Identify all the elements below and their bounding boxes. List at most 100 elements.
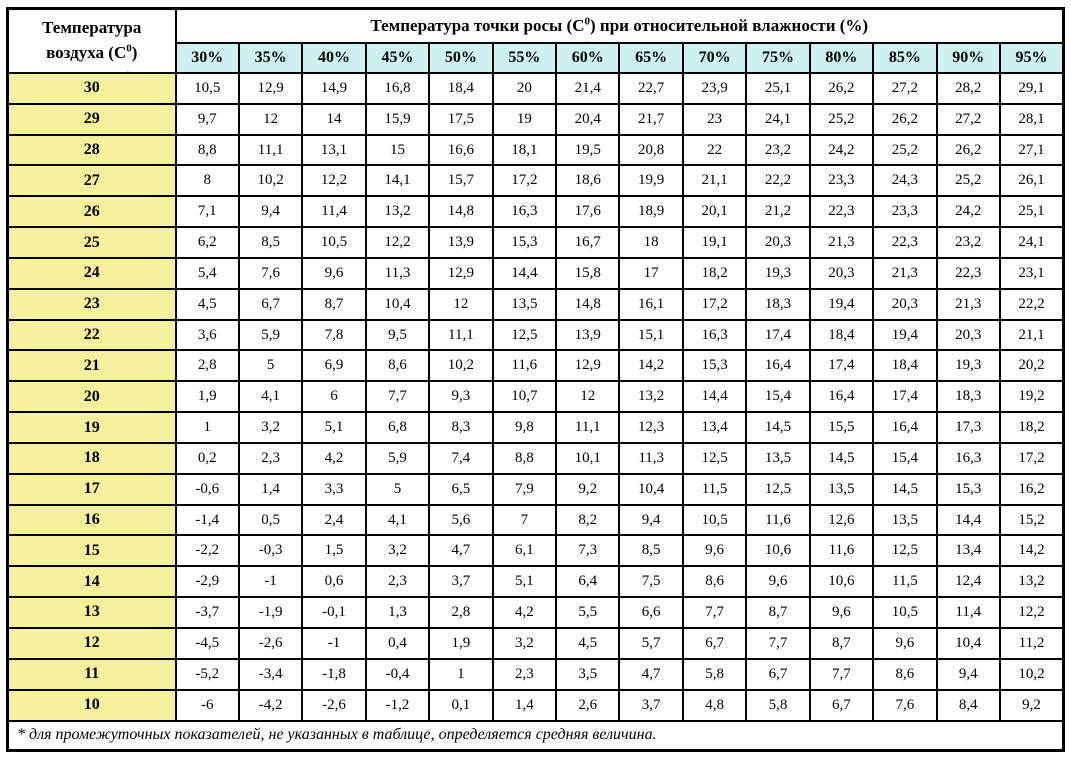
value-cell: 16,7 xyxy=(555,226,621,259)
value-cell: 9,6 xyxy=(681,534,748,568)
humidity-header-cell-95: 95% xyxy=(998,42,1065,74)
value-cell: 16,4 xyxy=(745,349,811,383)
humidity-header-cell-40: 40% xyxy=(301,42,367,74)
value-cell: 18 xyxy=(618,226,684,259)
value-cell: 6,7 xyxy=(808,688,875,722)
value-cell: 2,3 xyxy=(491,657,558,691)
value-cell: 4,8 xyxy=(681,688,748,722)
value-cell: 17,3 xyxy=(935,411,1001,444)
value-cell: 8,2 xyxy=(555,503,621,537)
value-cell: 9,6 xyxy=(301,256,367,290)
value-cell: 7,9 xyxy=(491,472,558,506)
value-cell: 25,2 xyxy=(808,102,875,136)
value-cell: 15,8 xyxy=(555,256,621,290)
value-cell: 18,6 xyxy=(555,164,621,198)
value-cell: 9,5 xyxy=(364,318,431,352)
value-cell: 7,3 xyxy=(555,534,621,568)
value-cell: 12,9 xyxy=(555,349,621,383)
value-cell: 22,7 xyxy=(618,72,684,105)
value-cell: 7,4 xyxy=(428,441,494,475)
air-temperature-header-cell: Температура воздуха (С0 ˬ) xyxy=(6,7,177,74)
value-cell: 5,4 xyxy=(174,256,240,290)
value-cell: 8,6 xyxy=(872,657,938,691)
temp-cell: 28 xyxy=(6,133,177,167)
temp-cell: 26 xyxy=(6,195,177,229)
value-cell: 23,3 xyxy=(872,195,938,229)
value-cell: 9,3 xyxy=(428,380,494,414)
value-cell: 16,3 xyxy=(491,195,558,229)
table-row-temp-16: 16 -1,4 0,5 2,4 4,1 5,6 7 8,2 9,4 10,5 11,6 12,6 13,… xyxy=(6,503,1065,537)
value-cell: 9,2 xyxy=(555,472,621,506)
humidity-header-cell-45: 45% xyxy=(364,42,431,74)
value-cell: 17,2 xyxy=(681,287,748,321)
value-cell: 14,8 xyxy=(428,195,494,229)
humidity-header-cell-70: 70% xyxy=(681,42,748,74)
value-cell: 11,6 xyxy=(491,349,558,383)
value-cell: 13,2 xyxy=(998,565,1065,599)
temp-cell: 24 xyxy=(6,256,177,290)
value-cell: -0,3 xyxy=(237,534,304,568)
value-cell: 27,2 xyxy=(872,72,938,105)
value-cell: 11,3 xyxy=(364,256,431,290)
value-cell: 11,6 xyxy=(745,503,811,537)
value-cell: 9,8 xyxy=(491,411,558,444)
value-cell: 10,4 xyxy=(364,287,431,321)
value-cell: 11,6 xyxy=(808,534,875,568)
value-cell: 10,6 xyxy=(745,534,811,568)
value-cell: 15,2 xyxy=(998,503,1065,537)
value-cell: 12,2 xyxy=(301,164,367,198)
value-cell: 12,9 xyxy=(237,72,304,105)
air-temperature-label-line2: воздуха (С0 ˬ) xyxy=(46,42,138,73)
value-cell: 15 xyxy=(364,133,431,167)
value-cell: -3,7 xyxy=(174,596,240,629)
value-cell: 9,4 xyxy=(618,503,684,537)
value-cell: 22,3 xyxy=(872,226,938,259)
value-cell: 11,3 xyxy=(618,441,684,475)
value-cell: 10,4 xyxy=(935,626,1001,660)
value-cell: 19,4 xyxy=(872,318,938,352)
value-cell: -0,4 xyxy=(364,657,431,691)
value-cell: 1,9 xyxy=(174,380,240,414)
value-cell: 5,1 xyxy=(301,411,367,444)
value-cell: 6,7 xyxy=(745,657,811,691)
value-cell: 8,6 xyxy=(681,565,748,599)
value-cell: -2,2 xyxy=(174,534,240,568)
table-row-temp-13: 13 -3,7 -1,9 -0,1 1,3 2,8 4,2 5,5 6,6 7,7 8,7 9,6 10… xyxy=(6,596,1065,629)
value-cell: 0,2 xyxy=(174,441,240,475)
value-cell: 12 xyxy=(237,102,304,136)
value-cell: 1 xyxy=(428,657,494,691)
value-cell: 20,3 xyxy=(935,318,1001,352)
value-cell: 23,2 xyxy=(745,133,811,167)
value-cell: 21,3 xyxy=(872,256,938,290)
value-cell: 24,1 xyxy=(745,102,811,136)
value-cell: 20 xyxy=(491,72,558,105)
temp-cell: 18 xyxy=(6,441,177,475)
value-cell: 24,2 xyxy=(808,133,875,167)
value-cell: -0,6 xyxy=(174,472,240,506)
value-cell: 18,2 xyxy=(681,256,748,290)
value-cell: 20,2 xyxy=(998,349,1065,383)
value-cell: 5,6 xyxy=(428,503,494,537)
value-cell: 12,4 xyxy=(935,565,1001,599)
value-cell: 10,2 xyxy=(237,164,304,198)
value-cell: 14,4 xyxy=(491,256,558,290)
table-row-temp-10: 10 -6 -4,2 -2,6 -1,2 0,1 1,4 2,6 3,7 4,8 5,8 6,7 7,6… xyxy=(6,688,1065,722)
value-cell: 3,2 xyxy=(237,411,304,444)
value-cell: 7,6 xyxy=(237,256,304,290)
value-cell: 0,5 xyxy=(237,503,304,537)
value-cell: 28,1 xyxy=(998,102,1065,136)
value-cell: 9,2 xyxy=(998,688,1065,722)
value-cell: 23,2 xyxy=(935,226,1001,259)
value-cell: 1,3 xyxy=(364,596,431,629)
value-cell: 5,9 xyxy=(237,318,304,352)
value-cell: 5,7 xyxy=(618,626,684,660)
table-row-temp-26: 26 7,1 9,4 11,4 13,2 14,8 16,3 17,6 18,9 20,1 21,2… xyxy=(6,195,1065,229)
value-cell: 7,1 xyxy=(174,195,240,229)
value-cell: 12 xyxy=(555,380,621,414)
value-cell: 14 xyxy=(301,102,367,136)
value-cell: 19,9 xyxy=(618,164,684,198)
value-cell: 13,5 xyxy=(745,441,811,475)
value-cell: 10,5 xyxy=(301,226,367,259)
value-cell: 0,1 xyxy=(428,688,494,722)
